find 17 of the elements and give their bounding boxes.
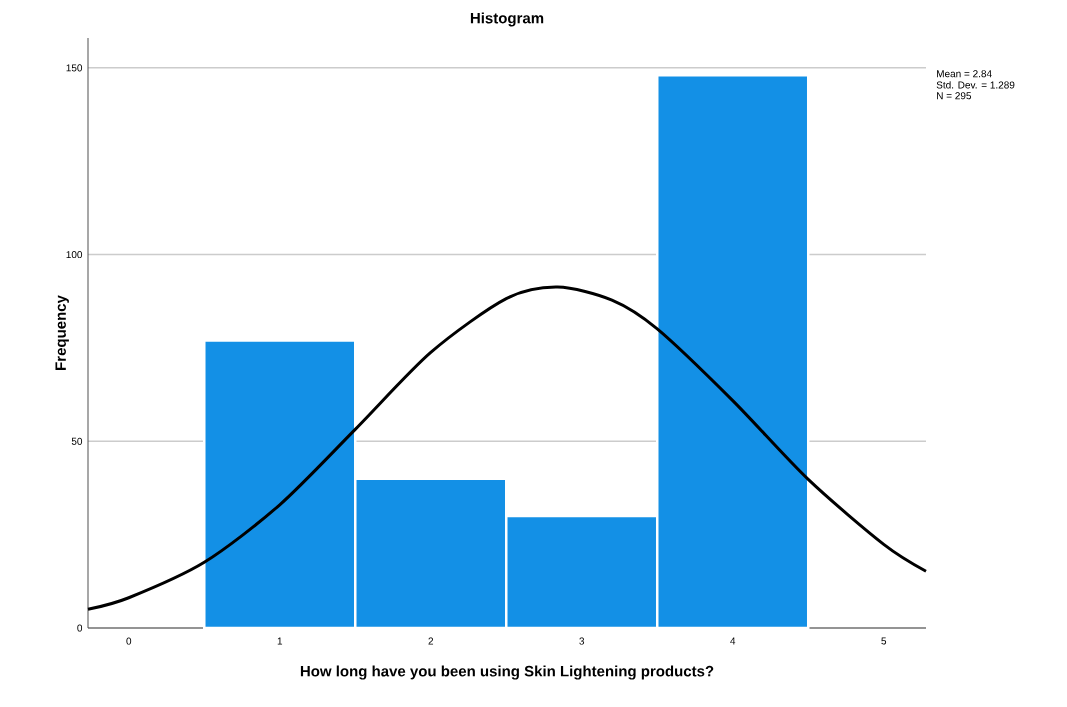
- x-tick-label: 4: [730, 637, 736, 645]
- text: Std. Dev. = 1.289: [936, 81, 1015, 89]
- x-tick-label: 1: [277, 637, 283, 645]
- text: Mean = 2.84: [937, 70, 992, 78]
- y-axis-title: Frequency: [55, 295, 69, 370]
- text: N = 295: [937, 92, 972, 100]
- x-axis-title: How long have you been using Skin Lightening products?: [300, 665, 714, 680]
- chart-title: Histogram: [470, 12, 544, 27]
- x-tick-label: 5: [881, 637, 887, 645]
- x-tick-label: 2: [428, 637, 434, 645]
- x-tick-label: 3: [579, 637, 585, 645]
- y-tick-label: 50: [71, 437, 83, 445]
- y-tick-label: 0: [77, 624, 83, 632]
- y-tick-label: 100: [66, 251, 83, 259]
- line-series: [86, 285, 928, 611]
- x-tick-label: 0: [126, 637, 132, 645]
- y-tick-label: 150: [66, 64, 83, 72]
